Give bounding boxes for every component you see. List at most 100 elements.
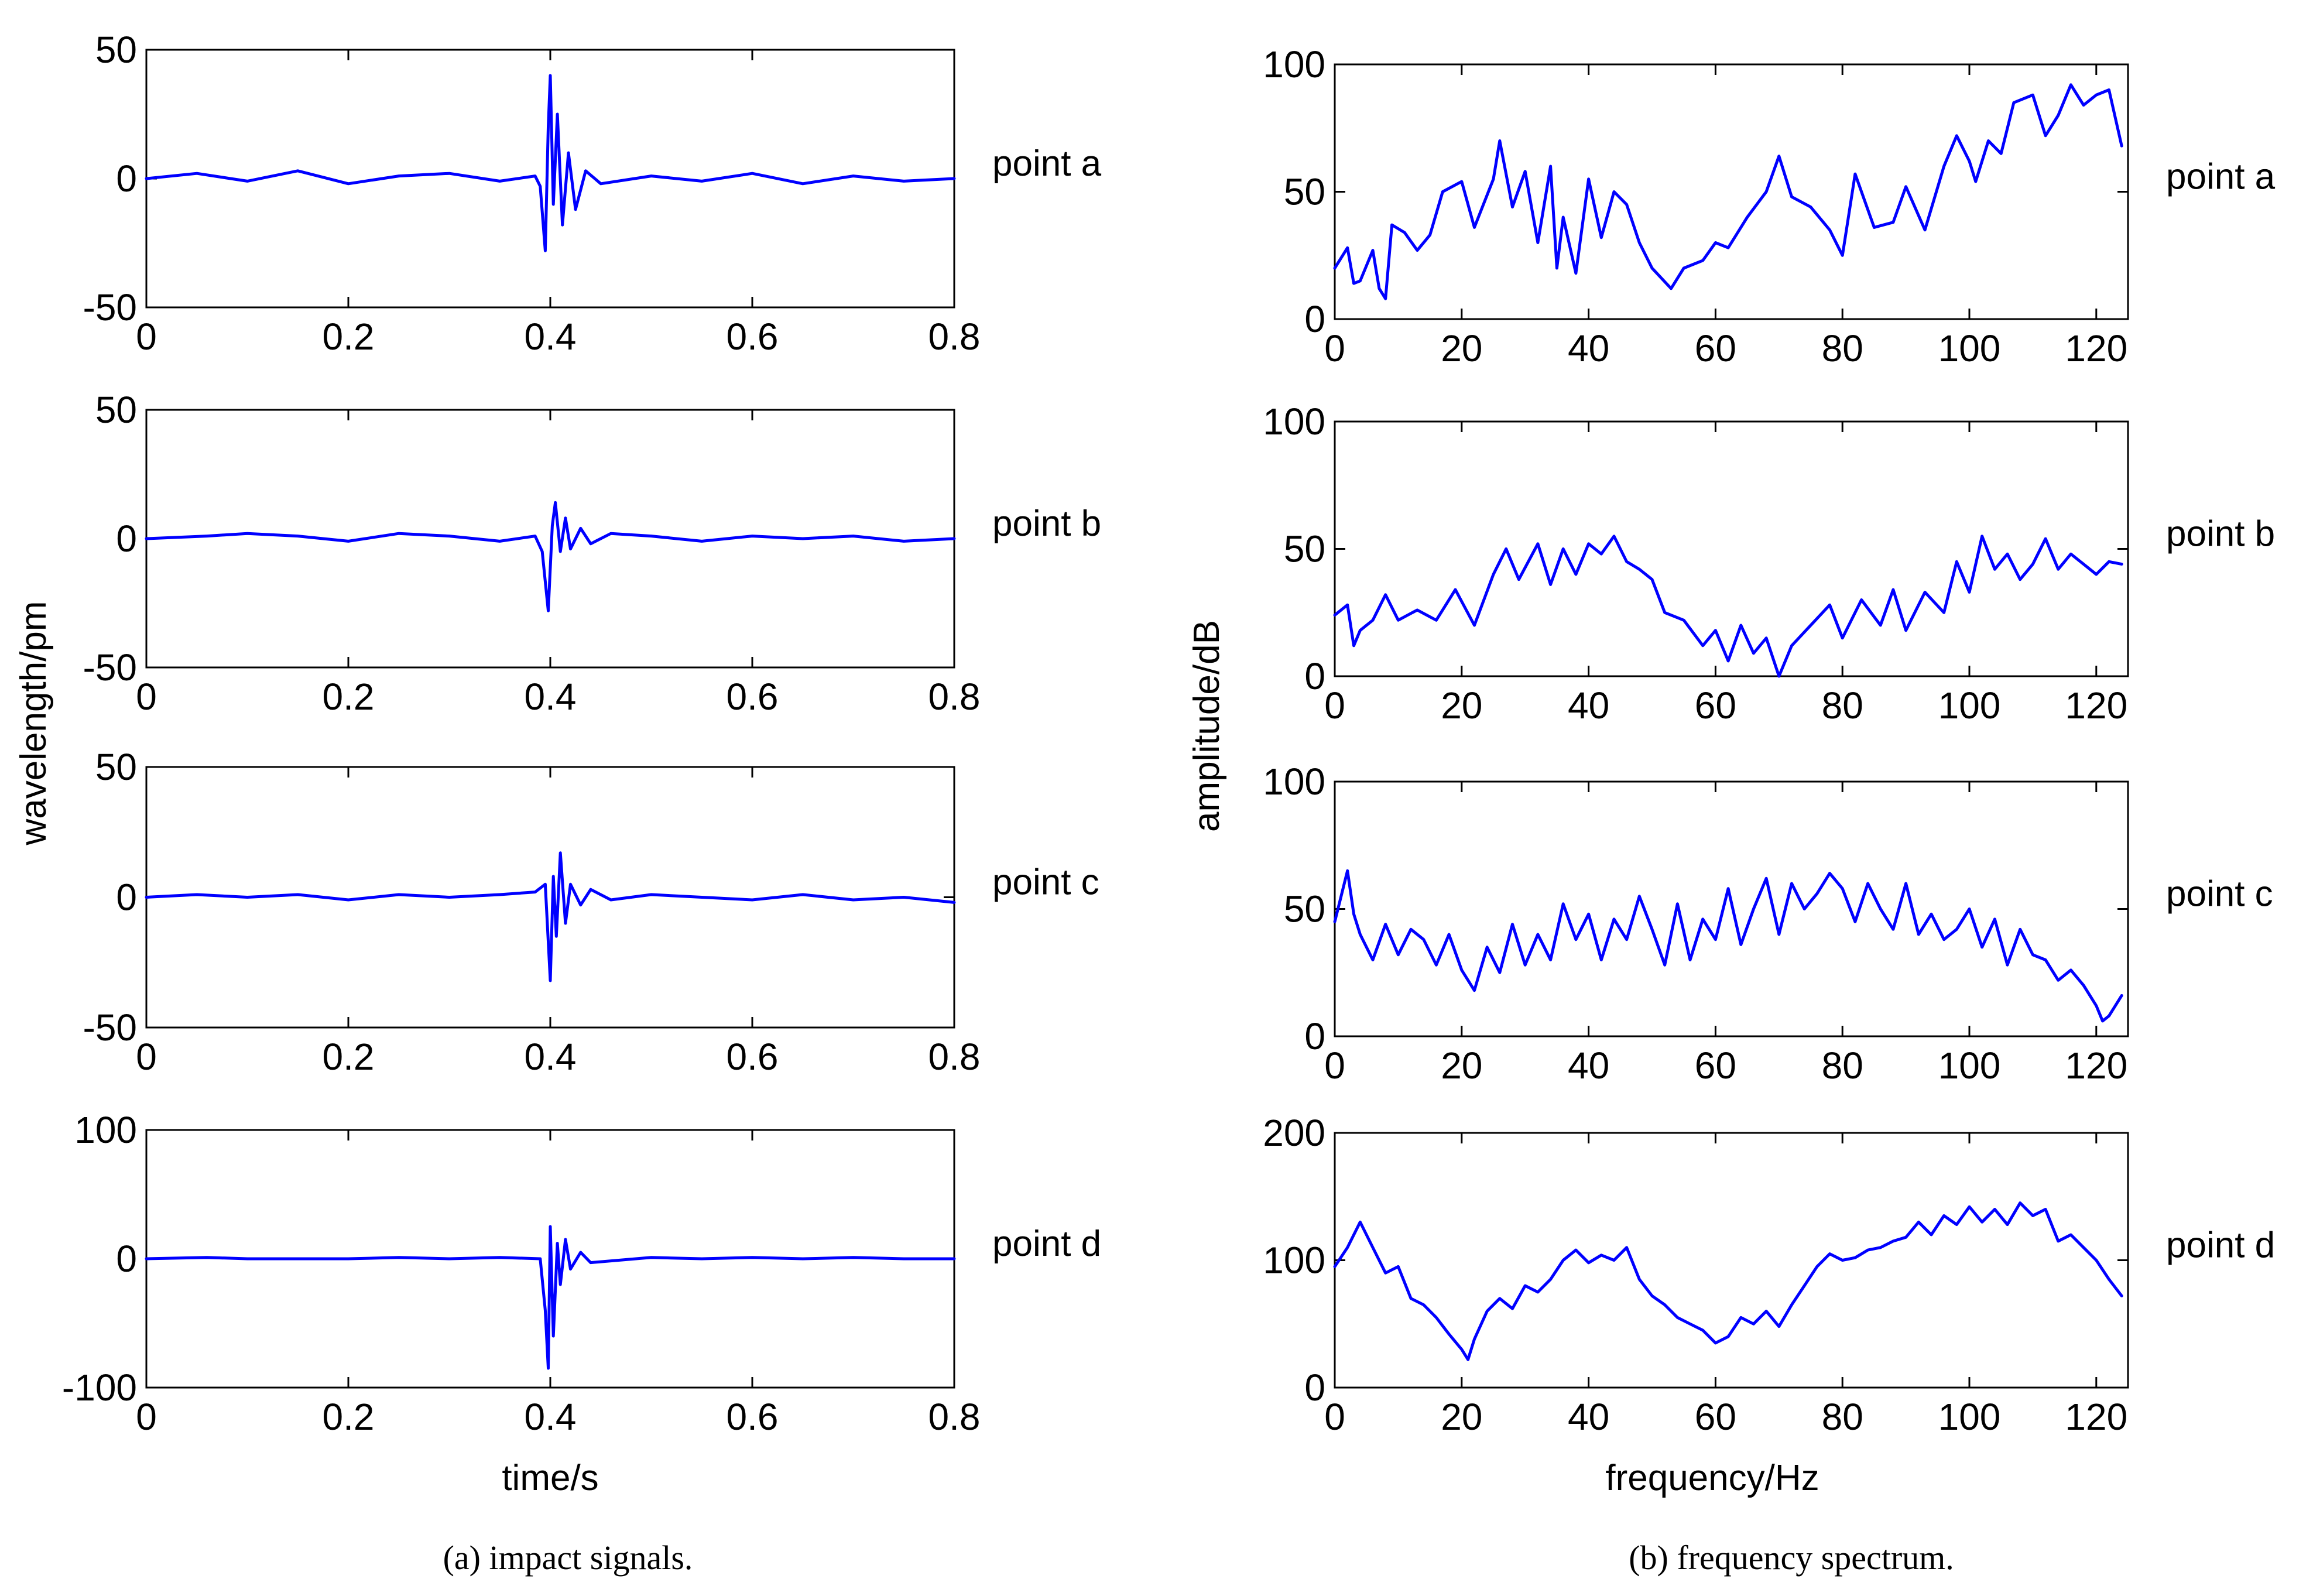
x-tick-label-60: 60 bbox=[1695, 1044, 1736, 1087]
y-tick-label-100: 100 bbox=[1263, 43, 1325, 85]
point-label-pointd: point d bbox=[992, 1224, 1101, 1264]
x-tick-label-100: 100 bbox=[1938, 1044, 2001, 1087]
x-tick-label-0-2: 0.2 bbox=[323, 676, 375, 718]
y-tick-label-0: 0 bbox=[1304, 1015, 1325, 1057]
x-tick-label-120: 120 bbox=[2065, 327, 2127, 369]
y-tick-label-0: 0 bbox=[116, 876, 137, 919]
x-tick-label-0-4: 0.4 bbox=[525, 676, 577, 718]
x-tick-label-0-6: 0.6 bbox=[727, 316, 779, 358]
x-tick-label-80: 80 bbox=[1822, 1044, 1863, 1087]
x-tick-label-20: 20 bbox=[1441, 684, 1482, 727]
x-tick-label-100: 100 bbox=[1938, 684, 2001, 727]
x-tick-label-0-8: 0.8 bbox=[928, 316, 981, 358]
y-tick-label-50: 50 bbox=[95, 389, 137, 431]
series-line-pointb bbox=[1333, 535, 2123, 678]
y-tick-label-100: 100 bbox=[74, 1109, 137, 1151]
spectrum-x-axis-title: frequency/Hz bbox=[1605, 1458, 1819, 1498]
series-line-pointa bbox=[1333, 83, 2123, 300]
x-tick-label-80: 80 bbox=[1822, 684, 1863, 727]
x-tick-label-0-2: 0.2 bbox=[323, 316, 375, 358]
x-tick-label-0: 0 bbox=[1324, 327, 1345, 369]
y-tick-label-0: 0 bbox=[116, 157, 137, 200]
y-tick-label-50: 50 bbox=[95, 29, 137, 71]
point-label-pointa: point a bbox=[2166, 157, 2276, 197]
point-label-pointd: point d bbox=[2166, 1225, 2275, 1266]
y-tick-label-50: 50 bbox=[95, 746, 137, 788]
y-tick-label--50: -50 bbox=[83, 646, 138, 689]
x-tick-label-20: 20 bbox=[1441, 1044, 1482, 1087]
x-tick-label-80: 80 bbox=[1822, 1396, 1863, 1438]
x-tick-label-60: 60 bbox=[1695, 684, 1736, 727]
x-tick-label-100: 100 bbox=[1938, 1396, 2001, 1438]
y-tick-label--50: -50 bbox=[83, 286, 138, 328]
y-tick-label-100: 100 bbox=[1263, 400, 1325, 443]
point-label-pointb: point b bbox=[992, 504, 1101, 544]
series-line-pointa bbox=[145, 74, 956, 252]
x-tick-label-100: 100 bbox=[1938, 327, 2001, 369]
y-tick-label-50: 50 bbox=[1284, 171, 1325, 213]
plot-frame bbox=[1334, 420, 2129, 677]
spectrum-chart-pointa: 0 20 40 60 80 100 120 0 50 100 point a bbox=[1263, 43, 2275, 369]
x-tick-label-20: 20 bbox=[1441, 1396, 1482, 1438]
x-tick-label-0: 0 bbox=[1324, 1044, 1345, 1087]
x-tick-label-60: 60 bbox=[1695, 1396, 1736, 1438]
plot-frame bbox=[1334, 1132, 2129, 1389]
spectrum-y-axis-title: amplitude/dB bbox=[1187, 620, 1227, 832]
x-tick-label-120: 120 bbox=[2065, 1396, 2127, 1438]
x-tick-label-0-4: 0.4 bbox=[525, 316, 577, 358]
x-tick-label-40: 40 bbox=[1568, 1044, 1609, 1087]
x-tick-label-40: 40 bbox=[1568, 684, 1609, 727]
x-tick-label-0: 0 bbox=[1324, 684, 1345, 727]
y-tick-label-0: 0 bbox=[1304, 1366, 1325, 1409]
x-tick-label-0-2: 0.2 bbox=[323, 1036, 375, 1078]
x-tick-label-0-4: 0.4 bbox=[525, 1396, 577, 1438]
x-tick-label-120: 120 bbox=[2065, 1044, 2127, 1087]
y-tick-label-0: 0 bbox=[1304, 655, 1325, 697]
caption-frequency-spectrum: (b) frequency spectrum. bbox=[1629, 1539, 1954, 1577]
x-tick-label-0: 0 bbox=[136, 1036, 157, 1078]
y-tick-label-50: 50 bbox=[1284, 888, 1325, 930]
impact-x-axis-title: time/s bbox=[502, 1458, 598, 1498]
x-tick-label-0: 0 bbox=[136, 1396, 157, 1438]
point-label-pointb: point b bbox=[2166, 514, 2275, 554]
point-label-pointc: point c bbox=[992, 862, 1099, 903]
x-tick-label-0-8: 0.8 bbox=[928, 1036, 981, 1078]
y-tick-label-50: 50 bbox=[1284, 528, 1325, 570]
x-tick-label-0: 0 bbox=[1324, 1396, 1345, 1438]
x-tick-label-40: 40 bbox=[1568, 1396, 1609, 1438]
x-tick-label-0-8: 0.8 bbox=[928, 676, 981, 718]
y-tick-label--100: -100 bbox=[62, 1366, 137, 1409]
x-tick-label-0-6: 0.6 bbox=[727, 1036, 779, 1078]
y-tick-label-0: 0 bbox=[1304, 298, 1325, 340]
series-line-pointd bbox=[145, 1225, 956, 1370]
spectrum-chart-pointb: 0 20 40 60 80 100 120 0 50 100 point b bbox=[1263, 400, 2275, 727]
series-line-pointb bbox=[145, 501, 956, 612]
x-tick-label-120: 120 bbox=[2065, 684, 2127, 727]
impact-y-axis-title: wavelength/pm bbox=[13, 601, 54, 845]
spectrum-chart-pointd: 0 20 40 60 80 100 120 0 100 200 point d bbox=[1263, 1112, 2275, 1438]
frequency-spectrum-panel: 0 20 40 60 80 100 120 0 50 100 point a 0 20 40 60 80 100… bbox=[1263, 43, 2275, 1438]
x-tick-label-0-4: 0.4 bbox=[525, 1036, 577, 1078]
y-tick-label-0: 0 bbox=[116, 1238, 137, 1280]
x-tick-label-0: 0 bbox=[136, 676, 157, 718]
x-tick-label-0: 0 bbox=[136, 316, 157, 358]
point-label-pointc: point c bbox=[2166, 874, 2273, 915]
y-tick-label--50: -50 bbox=[83, 1006, 138, 1049]
x-tick-label-0-2: 0.2 bbox=[323, 1396, 375, 1438]
x-tick-label-0-6: 0.6 bbox=[727, 676, 779, 718]
point-label-pointa: point a bbox=[992, 143, 1102, 184]
y-tick-label-100: 100 bbox=[1263, 1239, 1325, 1282]
x-tick-label-80: 80 bbox=[1822, 327, 1863, 369]
x-tick-label-20: 20 bbox=[1441, 327, 1482, 369]
x-tick-label-0-6: 0.6 bbox=[727, 1396, 779, 1438]
series-line-pointd bbox=[1333, 1201, 2123, 1361]
caption-impact-signals: (a) impact signals. bbox=[443, 1539, 693, 1577]
y-tick-label-200: 200 bbox=[1263, 1112, 1325, 1154]
x-tick-label-60: 60 bbox=[1695, 327, 1736, 369]
